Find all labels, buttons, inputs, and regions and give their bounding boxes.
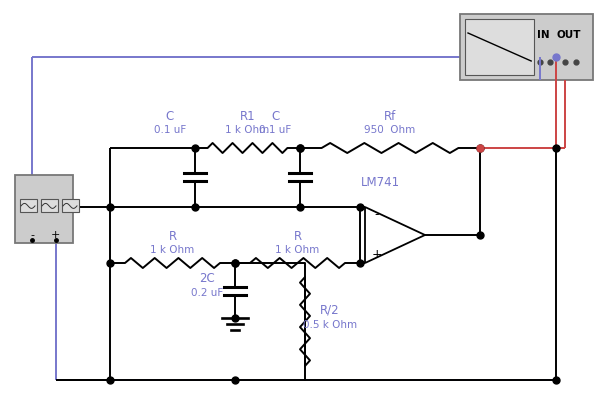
Polygon shape	[365, 207, 425, 263]
Text: C: C	[271, 110, 279, 123]
Text: R: R	[293, 230, 302, 243]
Text: OUT: OUT	[557, 30, 581, 40]
Text: LM741: LM741	[361, 176, 400, 189]
Text: 0.2 uF: 0.2 uF	[191, 288, 223, 298]
Bar	[41, 199, 58, 212]
Text: 2C: 2C	[199, 273, 215, 286]
Text: -: -	[31, 230, 34, 240]
Text: -: -	[375, 208, 379, 222]
Bar	[62, 199, 79, 212]
Text: 1 k Ohm: 1 k Ohm	[226, 125, 269, 135]
Bar	[20, 199, 37, 212]
Bar	[15, 175, 73, 243]
Text: R: R	[169, 230, 176, 243]
Text: 0.1 uF: 0.1 uF	[154, 125, 186, 135]
Text: R1: R1	[239, 110, 256, 123]
Text: IN: IN	[538, 30, 550, 40]
Text: 1 k Ohm: 1 k Ohm	[275, 245, 320, 255]
Text: C: C	[166, 110, 174, 123]
Text: Rf: Rf	[384, 110, 396, 123]
Text: R/2: R/2	[320, 303, 340, 317]
Bar	[465, 19, 534, 75]
Text: +: +	[371, 249, 382, 261]
Text: 950  Ohm: 950 Ohm	[364, 125, 416, 135]
Text: 1 k Ohm: 1 k Ohm	[151, 245, 194, 255]
Text: +: +	[51, 230, 60, 240]
Text: 0.1 uF: 0.1 uF	[259, 125, 291, 135]
Text: 0.5 k Ohm: 0.5 k Ohm	[303, 320, 357, 330]
Bar	[460, 14, 593, 80]
